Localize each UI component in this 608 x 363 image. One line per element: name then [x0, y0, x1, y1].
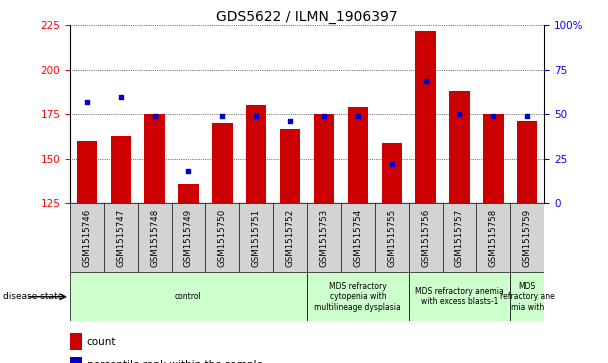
Text: GSM1515754: GSM1515754 [353, 209, 362, 267]
Bar [382, 143, 402, 203]
Point [319, 113, 329, 119]
Text: GSM1515749: GSM1515749 [184, 209, 193, 267]
Point [455, 111, 465, 117]
Text: GSM1515752: GSM1515752 [286, 209, 295, 267]
Text: GSM1515750: GSM1515750 [218, 209, 227, 267]
Text: GSM1515746: GSM1515746 [82, 209, 91, 267]
Text: MDS refractory anemia
with excess blasts-1: MDS refractory anemia with excess blasts… [415, 287, 504, 306]
Bar [517, 122, 537, 203]
Bar [314, 114, 334, 203]
Bar [178, 184, 199, 203]
Text: GSM1515756: GSM1515756 [421, 209, 430, 267]
Point [82, 99, 92, 105]
Point [184, 168, 193, 174]
Point [150, 113, 159, 119]
Text: MDS refractory
cytopenia with
multilineage dysplasia: MDS refractory cytopenia with multilinea… [314, 282, 401, 312]
Bar [415, 31, 436, 203]
Bar [70, 272, 307, 321]
Bar [212, 123, 232, 203]
Text: GSM1515747: GSM1515747 [116, 209, 125, 267]
Text: percentile rank within the sample: percentile rank within the sample [86, 360, 263, 363]
Bar [145, 114, 165, 203]
Text: MDS
refractory ane
mia with: MDS refractory ane mia with [500, 282, 554, 312]
Point [353, 113, 363, 119]
Bar [409, 272, 510, 321]
Text: GSM1515757: GSM1515757 [455, 209, 464, 267]
Text: GSM1515751: GSM1515751 [252, 209, 261, 267]
Point [522, 113, 532, 119]
Text: disease state: disease state [3, 292, 63, 301]
Text: control: control [175, 292, 202, 301]
Text: GSM1515748: GSM1515748 [150, 209, 159, 267]
Bar [70, 357, 81, 363]
Bar [483, 114, 503, 203]
Bar [510, 272, 544, 321]
Text: GSM1515753: GSM1515753 [319, 209, 328, 267]
Text: GSM1515755: GSM1515755 [387, 209, 396, 267]
Point [488, 113, 498, 119]
Bar [307, 272, 409, 321]
Text: count: count [86, 337, 116, 347]
Bar [348, 107, 368, 203]
Title: GDS5622 / ILMN_1906397: GDS5622 / ILMN_1906397 [216, 11, 398, 24]
Point [218, 113, 227, 119]
Point [251, 113, 261, 119]
Bar [449, 91, 469, 203]
Bar [77, 141, 97, 203]
Bar [280, 129, 300, 203]
Text: GSM1515759: GSM1515759 [523, 209, 532, 267]
Point [116, 94, 126, 99]
Point [421, 78, 430, 83]
Bar [246, 105, 266, 203]
Bar [70, 333, 81, 350]
Bar [111, 136, 131, 203]
Text: GSM1515758: GSM1515758 [489, 209, 498, 267]
Point [387, 161, 396, 167]
Point [285, 119, 295, 125]
